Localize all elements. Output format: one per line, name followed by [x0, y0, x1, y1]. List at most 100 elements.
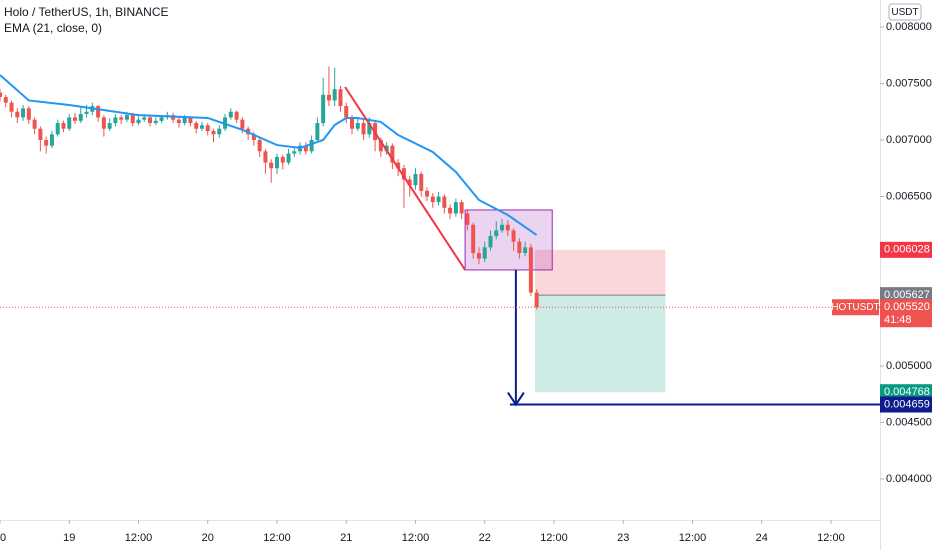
- x-tick-label: 12:00: [817, 532, 845, 544]
- target-label: 0.004768: [884, 386, 930, 398]
- candle-body: [436, 196, 441, 203]
- candle-body: [21, 108, 26, 118]
- candle-body: [240, 119, 245, 129]
- candle-body: [251, 134, 256, 140]
- candle-body: [303, 145, 308, 152]
- x-tick-label: 19: [63, 532, 75, 544]
- candle-body: [211, 130, 216, 135]
- candle-body: [517, 241, 522, 253]
- candle-body: [350, 117, 354, 129]
- candle-body: [459, 202, 464, 214]
- candle-body: [442, 196, 447, 208]
- candle-body: [15, 111, 20, 118]
- candle-body: [269, 162, 274, 169]
- candle-body: [101, 117, 106, 129]
- candle-body: [355, 123, 360, 129]
- candle-body: [78, 114, 83, 121]
- candle-body: [505, 224, 510, 231]
- candle-body: [344, 106, 349, 118]
- candle-body: [361, 123, 366, 135]
- x-tick-label: 12:00: [679, 532, 707, 544]
- candle-body: [153, 120, 158, 124]
- plot-area: [0, 66, 880, 407]
- x-tick-label: 24: [756, 532, 768, 544]
- candle-body: [182, 117, 187, 124]
- candle-body: [113, 117, 118, 124]
- candle-body: [9, 102, 14, 112]
- candle-body: [148, 117, 153, 124]
- x-tick-label: 12:00: [263, 532, 291, 544]
- y-tick-label: 0.004000: [886, 473, 932, 485]
- candle-body: [0, 92, 2, 98]
- currency[interactable]: USDT: [891, 7, 918, 18]
- x-tick-label: 12:00: [125, 532, 153, 544]
- y-tick-label: 0.007500: [886, 77, 932, 89]
- candle-body: [523, 247, 528, 253]
- last-price-label: 0.005520: [884, 301, 930, 313]
- candle-body: [119, 117, 124, 120]
- target-badge: [880, 384, 932, 401]
- candle-body: [315, 123, 320, 140]
- stop-label: 0.006028: [884, 244, 930, 256]
- x-tick-label: 12:00: [402, 532, 430, 544]
- candle-body: [367, 123, 372, 135]
- candle-body: [471, 224, 476, 253]
- candle-body: [188, 117, 193, 124]
- stop-badge: [880, 241, 932, 258]
- candle-body: [384, 145, 389, 152]
- ema-line: [0, 74, 538, 236]
- candle-body: [49, 134, 54, 146]
- candle-body: [453, 202, 458, 214]
- candle-body: [176, 119, 181, 124]
- candle-body: [107, 123, 112, 129]
- candle-body: [534, 292, 539, 308]
- candle-body: [142, 117, 147, 120]
- candle-body: [448, 207, 453, 214]
- y-tick-label: 0.008000: [886, 21, 932, 33]
- candle-body: [67, 117, 72, 129]
- candle-body: [38, 128, 43, 140]
- candle-body: [26, 108, 31, 120]
- candle-body: [500, 224, 505, 231]
- candle-body: [425, 190, 430, 197]
- stop-zone: [534, 249, 666, 296]
- candle-body: [228, 111, 233, 118]
- candle-body: [396, 162, 401, 169]
- candle-body: [390, 145, 395, 163]
- candle-body: [488, 236, 493, 248]
- candle-body: [401, 168, 406, 180]
- candle-body: [84, 111, 89, 115]
- candle-body: [465, 213, 470, 225]
- countdown: 41:48: [884, 314, 912, 326]
- candle-body: [332, 89, 337, 101]
- candle-body: [263, 151, 268, 163]
- candle-body: [338, 89, 343, 107]
- candle-body: [378, 140, 383, 152]
- y-tick-label: 0.007000: [886, 134, 932, 146]
- candle-body: [73, 117, 78, 121]
- candle-body: [407, 179, 412, 186]
- candle-body: [274, 156, 279, 169]
- x-tick-label: 22: [479, 532, 491, 544]
- chart-title: Holo / TetherUS, 1h, BINANCE: [4, 5, 169, 19]
- last-price-badge: [880, 299, 932, 328]
- candle-body: [419, 173, 424, 191]
- y-tick-label: 0.006500: [886, 190, 932, 202]
- candle-body: [321, 94, 326, 124]
- y-tick-label: 0.004500: [886, 416, 932, 428]
- currency-box[interactable]: [888, 3, 922, 21]
- trend-line: [344, 86, 466, 271]
- arrow-badge: [880, 396, 932, 413]
- candle-body: [32, 119, 37, 129]
- arrow-label: 0.004659: [884, 398, 930, 410]
- candle-body: [61, 123, 66, 129]
- rectangle-drawing: [464, 209, 553, 271]
- candle-body: [205, 125, 210, 131]
- candle-body: [309, 140, 314, 152]
- x-tick-label: 00: [0, 532, 6, 544]
- candle-body: [159, 117, 164, 121]
- candle-body: [286, 153, 291, 163]
- candle-body: [234, 111, 239, 120]
- candle-body: [130, 115, 135, 124]
